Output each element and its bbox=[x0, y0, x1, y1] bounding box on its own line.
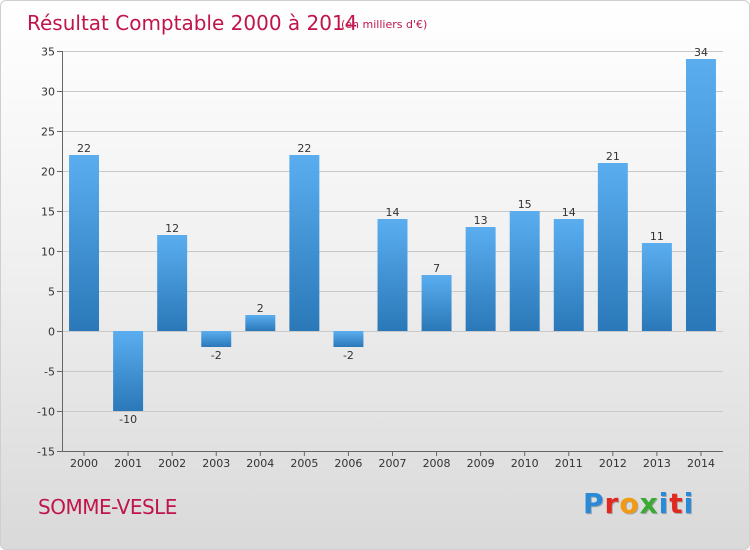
y-tick-label: -10 bbox=[37, 406, 55, 419]
place-name: SOMME-VESLE bbox=[38, 495, 177, 519]
x-tick-label-2001: 2001 bbox=[114, 457, 142, 470]
bar-2010 bbox=[509, 211, 540, 331]
data-label-2013: 11 bbox=[650, 230, 664, 243]
data-label-2009: 13 bbox=[474, 214, 488, 227]
y-tick-label: 10 bbox=[41, 246, 55, 259]
bar-2006 bbox=[333, 331, 364, 347]
y-tick-label: 30 bbox=[41, 86, 55, 99]
y-tick-label: 0 bbox=[48, 326, 55, 339]
y-tick-label: -15 bbox=[37, 446, 55, 459]
bar-2000 bbox=[69, 155, 100, 331]
bar-2011 bbox=[553, 219, 584, 331]
y-tick-label: 5 bbox=[48, 286, 55, 299]
axes: 35 30 25 20 15 10 5 0 -5 -10 -15 2000 2001 2002 2003 20… bbox=[37, 46, 723, 470]
bar-2002 bbox=[157, 235, 188, 331]
chart-subtitle: (en milliers d'€) bbox=[341, 18, 427, 31]
data-label-2001: -10 bbox=[119, 413, 137, 426]
y-tick-label: 25 bbox=[41, 126, 55, 139]
bar-2008 bbox=[421, 275, 452, 331]
y-tick-label: 20 bbox=[41, 166, 55, 179]
data-label-2011: 14 bbox=[562, 206, 576, 219]
x-tick-label-2003: 2003 bbox=[202, 457, 230, 470]
data-label-2002: 12 bbox=[165, 222, 179, 235]
x-tick-label-2011: 2011 bbox=[555, 457, 583, 470]
y-tick-label: -5 bbox=[44, 366, 55, 379]
bar-2009 bbox=[465, 227, 496, 331]
bar-2012 bbox=[597, 163, 628, 331]
bar-2005 bbox=[289, 155, 320, 331]
x-tick-label-2007: 2007 bbox=[379, 457, 407, 470]
chart-title: Résultat Comptable 2000 à 2014 bbox=[27, 11, 357, 35]
y-tick-label: 15 bbox=[41, 206, 55, 219]
data-label-2012: 21 bbox=[606, 150, 620, 163]
y-tick-label: 35 bbox=[41, 46, 55, 59]
x-tick-label-2013: 2013 bbox=[643, 457, 671, 470]
data-label-2003: -2 bbox=[211, 349, 222, 362]
data-label-2014: 34 bbox=[694, 46, 708, 59]
data-label-2010: 15 bbox=[518, 198, 532, 211]
bar-2007 bbox=[377, 219, 408, 331]
bar-2003 bbox=[201, 331, 232, 347]
proxiti-logo: Proxiti bbox=[583, 487, 695, 520]
data-label-2000: 22 bbox=[77, 142, 91, 155]
bar-2001 bbox=[113, 331, 144, 411]
x-tick-label-2008: 2008 bbox=[423, 457, 451, 470]
bar-2013 bbox=[641, 243, 672, 331]
x-tick-label-2000: 2000 bbox=[70, 457, 98, 470]
data-label-2005: 22 bbox=[297, 142, 311, 155]
x-tick-label-2002: 2002 bbox=[158, 457, 186, 470]
data-label-2008: 7 bbox=[433, 262, 440, 275]
x-tick-label-2005: 2005 bbox=[290, 457, 318, 470]
x-tick-label-2009: 2009 bbox=[467, 457, 495, 470]
bars bbox=[69, 59, 716, 411]
x-tick-label-2006: 2006 bbox=[334, 457, 362, 470]
data-label-2006: -2 bbox=[343, 349, 354, 362]
x-tick-label-2004: 2004 bbox=[246, 457, 274, 470]
bar-2014 bbox=[685, 59, 716, 331]
x-tick-label-2010: 2010 bbox=[511, 457, 539, 470]
bar-2004 bbox=[245, 315, 276, 331]
x-tick-label-2014: 2014 bbox=[687, 457, 715, 470]
data-label-2004: 2 bbox=[257, 302, 264, 315]
data-label-2007: 14 bbox=[386, 206, 400, 219]
x-tick-label-2012: 2012 bbox=[599, 457, 627, 470]
